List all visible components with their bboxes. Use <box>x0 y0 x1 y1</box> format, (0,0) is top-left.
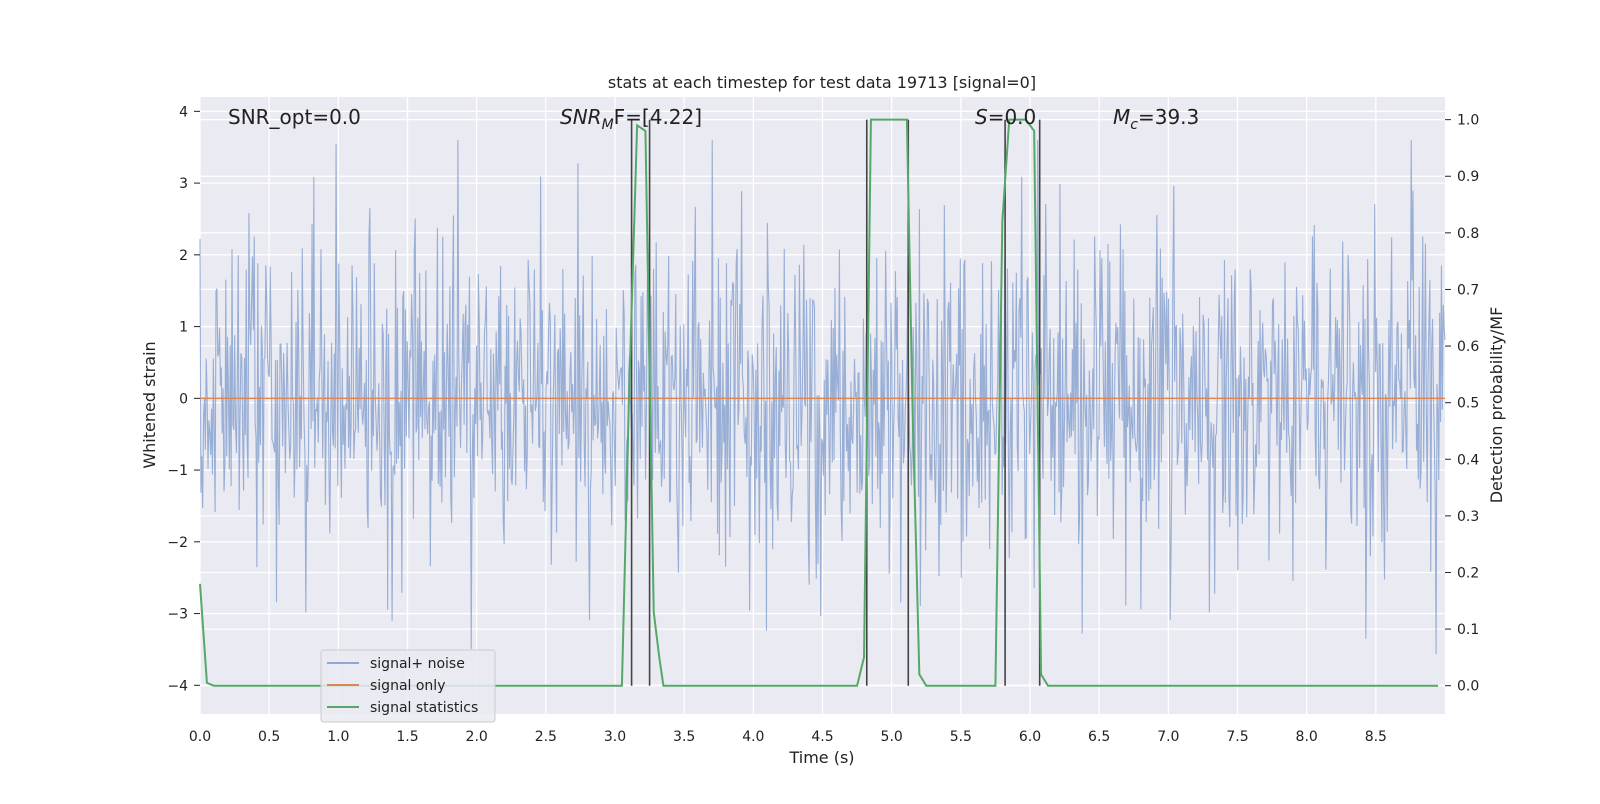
y-right-tick-label: 0.1 <box>1457 622 1479 638</box>
x-axis-label: Time (s) <box>788 748 854 767</box>
chart-title: stats at each timestep for test data 197… <box>608 73 1036 92</box>
annotation-s-label: S <box>975 105 988 129</box>
y-right-tick-label: 0.4 <box>1457 452 1479 468</box>
x-tick-label: 7.5 <box>1226 729 1248 745</box>
y-tick-label: −1 <box>167 463 188 479</box>
legend-label-noise: signal+ noise <box>370 656 465 672</box>
y-right-tick-label: 0.0 <box>1457 679 1479 695</box>
x-tick-label: 4.5 <box>811 729 833 745</box>
y-tick-label: 3 <box>179 176 188 192</box>
y-axis-label-right: Detection probability/MF <box>1487 307 1506 504</box>
y-tick-label: −4 <box>167 678 188 694</box>
x-tick-label: 0.0 <box>189 729 211 745</box>
y-tick-label: 4 <box>179 104 188 120</box>
x-tick-label: 2.0 <box>466 729 488 745</box>
y-tick-label: 2 <box>179 248 188 264</box>
y-right-tick-label: 0.5 <box>1457 396 1479 412</box>
x-tick-label: 1.5 <box>396 729 418 745</box>
noise-layer <box>199 140 1446 654</box>
y-tick-label: 1 <box>179 320 188 336</box>
x-tick-label: 5.0 <box>881 729 903 745</box>
x-tick-label: 4.0 <box>742 729 764 745</box>
y-tick-label: −3 <box>167 607 188 623</box>
x-tick-label: 2.5 <box>535 729 557 745</box>
y-right-tick-label: 0.9 <box>1457 169 1479 185</box>
annotation-snr-mf-rest: F=[4.22] <box>614 105 702 129</box>
annotation-s-rest: =0.0 <box>988 105 1037 129</box>
annotation-snr-mf-label: SNR <box>560 105 602 129</box>
annotation-s: S=0.0 <box>975 105 1036 129</box>
legend-label-signal: signal only <box>370 678 445 694</box>
x-tick-label: 3.5 <box>673 729 695 745</box>
x-tick-label: 7.0 <box>1157 729 1179 745</box>
axis-layer: 0.0 0.5 1.0 1.5 2.0 2.5 3.0 3.5 4.0 4.5 5.0 5.5 6.0 6… <box>167 104 1479 745</box>
annotation-snr-opt: SNR_opt=0.0 <box>228 105 361 129</box>
x-tick-label: 6.5 <box>1088 729 1110 745</box>
y-right-tick-label: 0.7 <box>1457 282 1479 298</box>
annotation-mc-label: M <box>1113 105 1130 129</box>
x-tick-label: 8.0 <box>1296 729 1318 745</box>
annotation-mc-sub: c <box>1130 117 1138 133</box>
series-layer <box>199 118 1445 687</box>
annotation-snr-mf: SNRMF=[4.22] <box>560 105 702 133</box>
signal-statistics-line <box>199 118 1439 687</box>
x-tick-label: 6.0 <box>1019 729 1041 745</box>
y-axis-label: Whitened strain <box>140 341 159 468</box>
annotation-mc: Mc=39.3 <box>1113 105 1199 133</box>
x-tick-label: 1.0 <box>327 729 349 745</box>
x-tick-label: 0.5 <box>258 729 280 745</box>
y-tick-label: −2 <box>167 535 188 551</box>
annotation-snr-mf-sub: M <box>602 117 614 133</box>
x-tick-label: 3.0 <box>604 729 626 745</box>
y-right-tick-label: 0.3 <box>1457 509 1479 525</box>
y-right-tick-label: 0.6 <box>1457 339 1479 355</box>
legend: signal+ noise signal only signal statist… <box>320 649 496 723</box>
annotation-mc-rest: =39.3 <box>1138 105 1199 129</box>
noise-series-line <box>199 140 1446 654</box>
legend-box <box>320 649 496 723</box>
y-tick-label: 0 <box>179 391 188 407</box>
legend-label-stat: signal statistics <box>370 700 478 716</box>
x-tick-label: 8.5 <box>1365 729 1387 745</box>
y-right-tick-label: 1.0 <box>1457 113 1479 129</box>
x-tick-label: 5.5 <box>950 729 972 745</box>
y-right-tick-label: 0.2 <box>1457 565 1479 581</box>
y-right-tick-label: 0.8 <box>1457 226 1479 242</box>
